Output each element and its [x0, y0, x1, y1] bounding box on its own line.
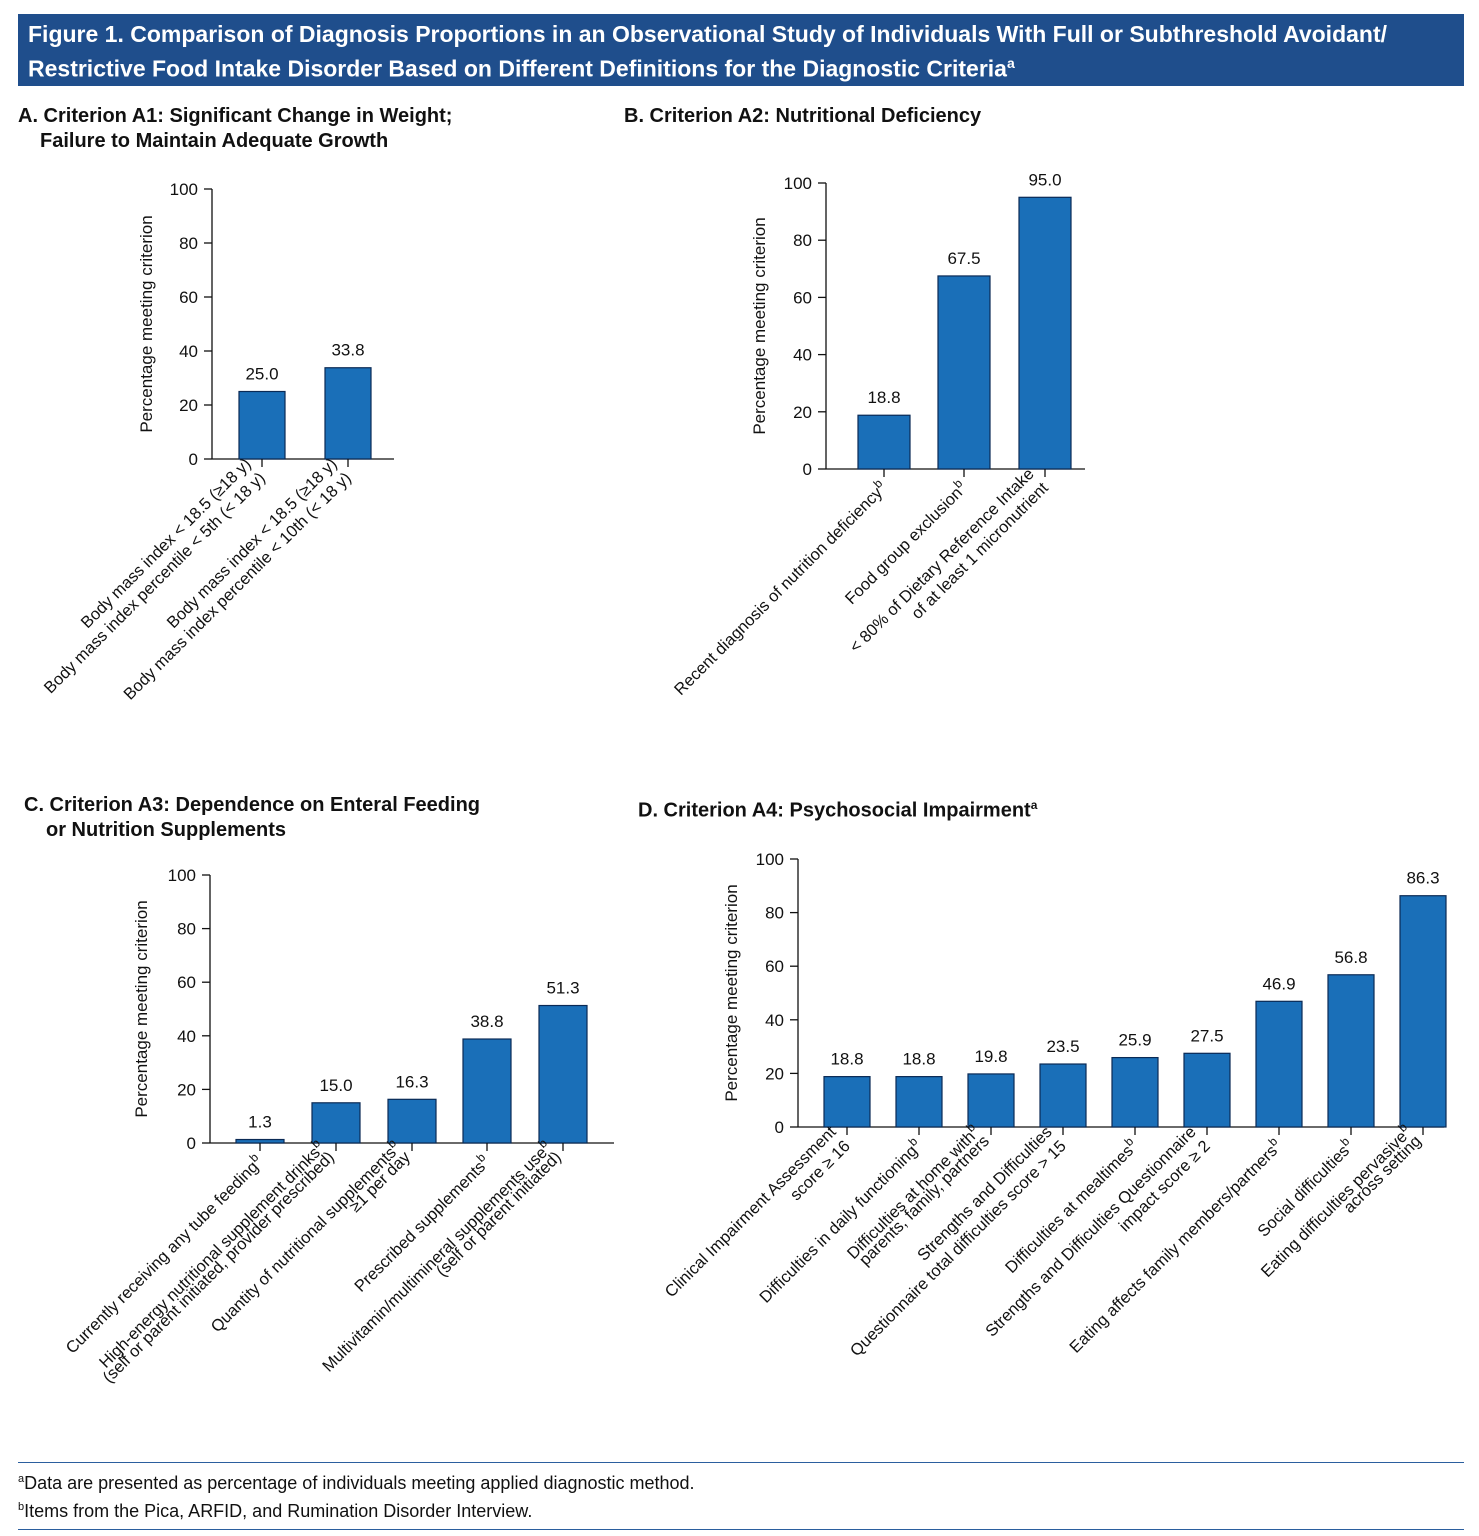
chart-d-bar [1111, 1056, 1159, 1128]
chart-c-bar [235, 1138, 285, 1144]
footnote-a: aData are presented as percentage of ind… [18, 1467, 1464, 1495]
chart-d-data-label: 56.8 [1334, 948, 1367, 967]
chart-b-y-tick-label: 60 [793, 288, 812, 307]
chart-a-y-axis-label: Percentage meeting criterion [137, 215, 156, 432]
chart-b-category-label-line: of at least 1 micronutrient [908, 479, 1052, 623]
footnote-a-mark: a [18, 1473, 25, 1485]
chart-a-y-tick-label: 0 [189, 450, 198, 469]
panel-c-title-line-1: C. Criterion A3: Dependence on Enteral F… [24, 794, 480, 816]
chart-c-y-axis-label: Percentage meeting criterion [132, 900, 151, 1117]
chart-c-y-tick-label: 100 [168, 866, 196, 885]
footnote-b: bItems from the Pica, ARFID, and Ruminat… [18, 1495, 1464, 1523]
chart-a-data-label: 25.0 [245, 365, 278, 384]
chart-d-data-label: 18.8 [902, 1050, 935, 1069]
chart-d-y-tick-label: 20 [765, 1064, 784, 1083]
chart-b-y-tick-label: 100 [784, 174, 812, 193]
chart-d-y-tick-label: 80 [765, 904, 784, 923]
chart-c-bar [311, 1102, 361, 1144]
chart-c-y-tick-label: 80 [177, 920, 196, 939]
chart-c-category-label-line: Multivitamin/multimineral supplements us… [316, 1136, 556, 1376]
chart-d-category-label-line: Clinical Impairment Assessment [662, 1123, 840, 1301]
chart-d-bar [895, 1076, 943, 1128]
chart-c-bar [387, 1098, 437, 1144]
chart-d-bar [1183, 1052, 1231, 1128]
chart-c-data-label: 51.3 [546, 979, 579, 998]
chart-d-y-tick-label: 100 [756, 850, 784, 869]
chart-c-data-label: 38.8 [470, 1012, 503, 1031]
figure-title-line-1: Figure 1. Comparison of Diagnosis Propor… [28, 21, 1388, 47]
footnotes: aData are presented as percentage of ind… [18, 1462, 1464, 1530]
figure-title-line-2: Restrictive Food Intake Disorder Based o… [28, 55, 1007, 82]
chart-d-data-label: 46.9 [1262, 974, 1295, 993]
chart-c-y-tick-label: 20 [177, 1080, 196, 1099]
chart-c-category-label-line: (self or parent initiated) [433, 1148, 565, 1280]
chart-d-y-tick-label: 0 [775, 1118, 784, 1137]
chart-a-y-tick-label: 20 [179, 396, 198, 415]
chart-a-y-tick-label: 80 [179, 234, 198, 253]
chart-a-data-label: 33.8 [331, 341, 364, 360]
chart-c-category-label: Multivitamin/multimineral supplements us… [316, 1136, 565, 1385]
panel-a-title-line-1: A. Criterion A1: Significant Change in W… [18, 105, 453, 127]
chart-c-y-tick-label: 40 [177, 1027, 196, 1046]
panel-b-title-line-1: B. Criterion A2: Nutritional Deficiency [624, 105, 982, 127]
chart-b-y-tick-label: 20 [793, 403, 812, 422]
panel-d-title-footnote-mark: a [1030, 798, 1038, 812]
chart-d-bar [1039, 1063, 1087, 1128]
chart-d-data-label: 27.5 [1190, 1026, 1223, 1045]
chart-d-bar [1255, 1000, 1303, 1128]
chart-b-y-tick-label: 80 [793, 231, 812, 250]
chart-b-data-label: 67.5 [947, 249, 980, 268]
chart-d-data-label: 86.3 [1406, 869, 1439, 888]
panel-d-title-line-1: D. Criterion A4: Psychosocial Impairment [638, 799, 1031, 822]
panel-c-title: C. Criterion A3: Dependence on Enteral F… [24, 793, 480, 843]
chart-b-data-label: 18.8 [867, 388, 900, 407]
chart-b-y-tick-label: 40 [793, 346, 812, 365]
chart-d-bar [967, 1073, 1015, 1128]
chart-d-y-tick-label: 60 [765, 957, 784, 976]
chart-c-bar [462, 1038, 512, 1144]
chart-b-y-axis-label: Percentage meeting criterion [750, 217, 769, 434]
chart-c-data-label: 1.3 [248, 1113, 272, 1132]
chart-c-data-label: 15.0 [319, 1076, 352, 1095]
chart-a-y-tick-label: 100 [170, 180, 198, 199]
chart-c-category-label-line: (self or parent initiated, provider pres… [99, 1148, 337, 1386]
chart-a-y-tick-label: 40 [179, 342, 198, 361]
chart-d-y-tick-label: 40 [765, 1011, 784, 1030]
chart-c-y-tick-label: 0 [187, 1134, 196, 1153]
chart-d-data-label: 18.8 [830, 1050, 863, 1069]
chart-d-data-label: 25.9 [1118, 1031, 1151, 1050]
chart-c-data-label: 16.3 [395, 1072, 428, 1091]
chart-b-bar [1018, 196, 1072, 470]
chart-c-bar [538, 1004, 588, 1144]
chart-d-bar [823, 1076, 871, 1128]
panel-b-title: B. Criterion A2: Nutritional Deficiency [624, 104, 981, 129]
chart-a-category-label: Body mass index < 18.5 (≥18 y)Body mass … [27, 455, 269, 697]
chart-b-bar [857, 414, 911, 470]
chart-c-y-tick-label: 60 [177, 973, 196, 992]
chart-a-bar [238, 390, 286, 460]
chart-d-data-label: 23.5 [1046, 1037, 1079, 1056]
panel-a-title-line-2: Failure to Maintain Adequate Growth [40, 130, 389, 152]
chart-d-bar [1399, 895, 1447, 1128]
footnote-a-text: Data are presented as percentage of indi… [24, 1473, 695, 1493]
chart-d-data-label: 19.8 [974, 1047, 1007, 1066]
figure-title: Figure 1. Comparison of Diagnosis Propor… [18, 14, 1464, 86]
chart-a-y-tick-label: 60 [179, 288, 198, 307]
figure-title-footnote-mark: a [1006, 55, 1015, 71]
chart-b-y-tick-label: 0 [803, 460, 812, 479]
chart-b-data-label: 95.0 [1028, 170, 1061, 189]
panel-d-title: D. Criterion A4: Psychosocial Impairment… [638, 793, 1037, 824]
panel-c-title-line-2: or Nutrition Supplements [46, 819, 286, 841]
chart-d-category-label: Clinical Impairment Assessmentscore ≥ 16 [662, 1123, 855, 1316]
chart-d-bar [1327, 974, 1375, 1128]
chart-b-bar [937, 275, 991, 470]
footnote-b-mark: b [18, 1501, 25, 1513]
chart-a-bar [324, 367, 372, 460]
chart-d-y-axis-label: Percentage meeting criterion [722, 884, 741, 1101]
chart-c-category-label: High-energy nutritional supplement drink… [87, 1136, 338, 1387]
footnote-b-text: Items from the Pica, ARFID, and Ruminati… [24, 1501, 533, 1521]
chart-a-category-label: Body mass index < 18.5 (≥18 y)Body mass … [106, 455, 355, 704]
panel-a-title: A. Criterion A1: Significant Change in W… [18, 104, 452, 154]
